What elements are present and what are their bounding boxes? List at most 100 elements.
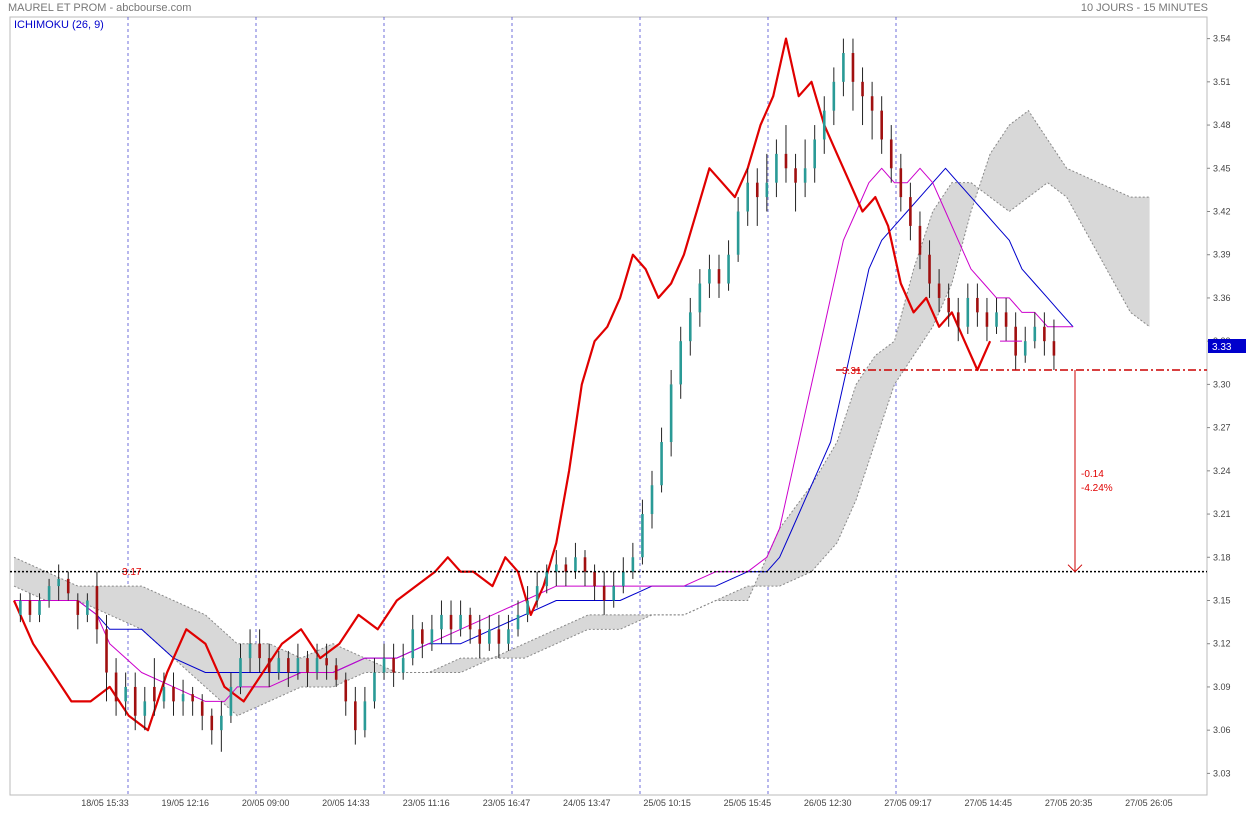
candle-body	[889, 139, 893, 169]
candle-body	[421, 629, 424, 644]
candle-body	[114, 672, 118, 702]
candle-body	[555, 564, 558, 572]
y-tick-label: 3.45	[1213, 163, 1231, 173]
candle-body	[612, 586, 616, 601]
candle-body	[870, 96, 874, 111]
candle-body	[191, 694, 194, 702]
candle-body	[287, 658, 290, 673]
candle-body	[296, 658, 300, 673]
candle-body	[306, 658, 309, 673]
candle-body	[985, 312, 989, 327]
chikou-line	[12, 37, 992, 732]
candle-body	[621, 571, 625, 587]
candle-body	[229, 686, 233, 716]
candle-body	[449, 614, 453, 630]
indicator-label: ICHIMOKU (26, 9)	[14, 19, 104, 31]
candle-body	[76, 600, 80, 615]
candle-body	[344, 679, 348, 702]
kijun-line	[14, 167, 1074, 673]
candle-body	[574, 557, 577, 572]
candle-body	[995, 312, 998, 327]
x-tick-label: 19/05 12:16	[162, 798, 210, 808]
candle-body	[1052, 341, 1056, 356]
candle-body	[526, 600, 529, 615]
x-tick-label: 18/05 15:33	[81, 798, 129, 808]
candle-body	[507, 629, 510, 644]
candle-body	[440, 614, 443, 630]
candle-body	[1023, 341, 1027, 356]
y-tick-label: 3.15	[1213, 596, 1231, 606]
candle-body	[354, 701, 357, 731]
x-tick-label: 20/05 14:33	[322, 798, 370, 808]
candle-body	[545, 571, 549, 587]
candle-body	[172, 686, 175, 702]
candle-body	[909, 197, 912, 226]
candle-body	[47, 586, 51, 601]
cloud-area	[14, 110, 1150, 716]
y-tick-label: 3.42	[1213, 207, 1231, 217]
candle-body	[880, 110, 883, 140]
move-percent-label: -4.24%	[1081, 483, 1113, 494]
x-tick-label: 27/05 09:17	[884, 798, 932, 808]
candle-body	[95, 586, 99, 630]
candle-body	[928, 254, 931, 284]
candle-body	[746, 182, 749, 212]
candle-body	[976, 297, 979, 313]
candle-body	[373, 672, 376, 702]
candle-body	[535, 586, 539, 601]
candle-body	[593, 571, 596, 587]
candle-body	[516, 614, 520, 630]
y-tick-label: 3.48	[1213, 120, 1231, 130]
candle-body	[181, 694, 185, 702]
candle-body	[755, 182, 759, 198]
candle-body	[267, 658, 271, 673]
y-tick-label: 3.39	[1213, 250, 1231, 260]
candle-body	[688, 312, 692, 342]
y-tick-label: 3.51	[1213, 77, 1231, 87]
candle-body	[38, 600, 41, 615]
x-tick-label: 27/05 14:45	[965, 798, 1013, 808]
candle-body	[765, 182, 769, 198]
candle-body	[775, 153, 778, 183]
y-tick-label: 3.09	[1213, 682, 1231, 692]
candle-body	[143, 701, 147, 716]
candle-body	[392, 658, 395, 673]
plot-frame	[9, 16, 1208, 796]
y-axis-ticks: 3.54 3.51 3.48 3.45 3.42 3.39 3.36 3.33 3.30 3.27…	[1207, 34, 1231, 778]
candle-body	[277, 658, 281, 673]
x-tick-label: 26/05 12:30	[804, 798, 852, 808]
candle-body	[717, 269, 721, 284]
y-tick-label: 3.36	[1213, 293, 1231, 303]
price-levels	[10, 340, 1207, 573]
recent-low-label: 3.31	[842, 366, 862, 377]
x-tick-label: 27/05 20:35	[1045, 798, 1093, 808]
candle-body	[86, 600, 89, 615]
candle-body	[832, 81, 836, 111]
candle-body	[851, 53, 855, 82]
x-tick-label: 23/05 11:16	[403, 798, 450, 808]
candle-body	[899, 168, 903, 198]
candle-body	[631, 557, 635, 572]
candle-body	[363, 701, 367, 731]
y-tick-label: 3.03	[1213, 768, 1231, 778]
last-price-box	[1208, 339, 1246, 353]
support-level-label: 3.17	[122, 567, 142, 578]
candle-body	[28, 600, 32, 615]
candle-body	[459, 614, 462, 630]
candle-body	[794, 168, 797, 183]
candle-body	[813, 139, 816, 169]
candle-body	[1004, 312, 1008, 327]
candle-body	[430, 629, 434, 644]
candle-body	[1033, 326, 1037, 342]
candle-body	[210, 715, 214, 731]
candle-body	[258, 643, 261, 659]
candle-body	[641, 514, 644, 558]
candle-body	[382, 658, 386, 673]
candle-body	[708, 269, 711, 284]
candle-body	[497, 629, 501, 644]
last-price-label: 3.33	[1212, 342, 1232, 353]
candle-body	[966, 297, 970, 327]
move-arrow-head	[1067, 564, 1083, 573]
candle-body	[325, 658, 328, 666]
